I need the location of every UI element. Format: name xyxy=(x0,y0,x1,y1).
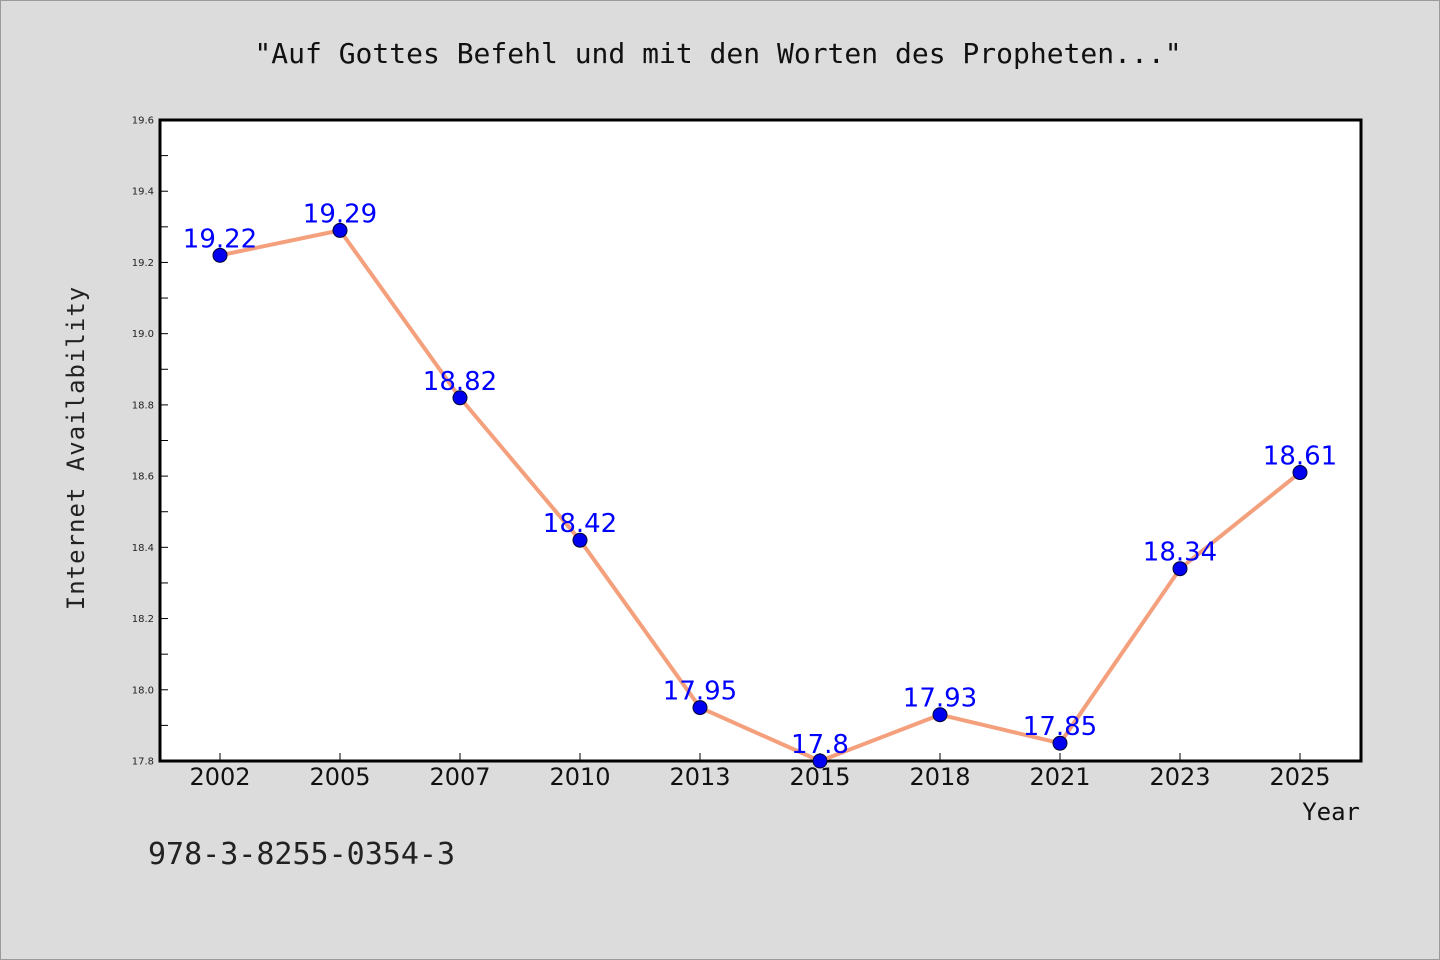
x-tick-label: 2021 xyxy=(1029,763,1090,791)
data-label: 17.93 xyxy=(903,684,977,714)
x-tick-label: 2007 xyxy=(429,763,490,791)
y-tick-label: 18.0 xyxy=(132,685,154,696)
data-point xyxy=(452,390,468,406)
data-point xyxy=(692,700,708,716)
data-labels: 19.22 19.29 18.82 18.42 17.95 17.8 17.93 17.85 1… xyxy=(183,199,1337,760)
data-label: 17.8 xyxy=(791,730,849,760)
x-tick-label: 2002 xyxy=(189,763,250,791)
data-label: 19.22 xyxy=(183,224,257,254)
x-tick-label: 2010 xyxy=(549,763,610,791)
data-point xyxy=(1052,735,1068,751)
y-axis-label: Internet Availability xyxy=(62,286,90,610)
y-tick-label: 18.8 xyxy=(132,400,154,411)
plot-area xyxy=(158,118,1363,763)
x-tick-label: 2025 xyxy=(1269,763,1330,791)
data-point xyxy=(1172,561,1188,577)
data-point xyxy=(812,753,828,769)
data-label: 17.85 xyxy=(1023,712,1097,742)
data-label: 18.61 xyxy=(1263,442,1337,472)
x-tick-label: 2018 xyxy=(909,763,970,791)
x-axis: 2002 2005 2007 2010 2013 2015 2018 2021 2023 2025 xyxy=(189,753,1331,791)
data-label: 18.34 xyxy=(1143,538,1217,568)
x-axis-label: Year xyxy=(1302,798,1360,826)
x-tick-label: 2005 xyxy=(309,763,370,791)
y-tick-label: 19.0 xyxy=(132,329,154,340)
series-line-group xyxy=(219,228,1302,763)
data-point xyxy=(332,222,348,238)
chart-title: "Auf Gottes Befehl und mit den Worten de… xyxy=(254,37,1181,70)
series-line xyxy=(219,228,1302,763)
data-point xyxy=(1292,465,1308,481)
y-axis: 17.8 18.0 18.2 18.4 18.6 18.8 19.0 19.2 19.4 19.6 xyxy=(132,116,168,768)
y-tick-label: 18.4 xyxy=(132,543,154,554)
data-label: 19.29 xyxy=(303,199,377,229)
data-point xyxy=(932,707,948,723)
x-tick-label: 2023 xyxy=(1149,763,1210,791)
y-tick-label: 18.2 xyxy=(132,614,154,625)
y-tick-label: 17.8 xyxy=(132,757,154,768)
data-point xyxy=(212,247,228,263)
x-tick-label: 2013 xyxy=(669,763,730,791)
isbn-text: 978-3-8255-0354-3 xyxy=(148,837,455,872)
y-tick-label: 18.6 xyxy=(132,472,154,483)
data-label: 18.42 xyxy=(543,509,617,539)
series-markers xyxy=(212,222,1308,769)
y-tick-label: 19.2 xyxy=(132,258,154,269)
data-point xyxy=(572,532,588,548)
y-tick-label: 19.4 xyxy=(132,187,154,198)
data-label: 18.82 xyxy=(423,367,497,397)
y-tick-label: 19.6 xyxy=(132,116,154,127)
data-label: 17.95 xyxy=(663,677,737,707)
